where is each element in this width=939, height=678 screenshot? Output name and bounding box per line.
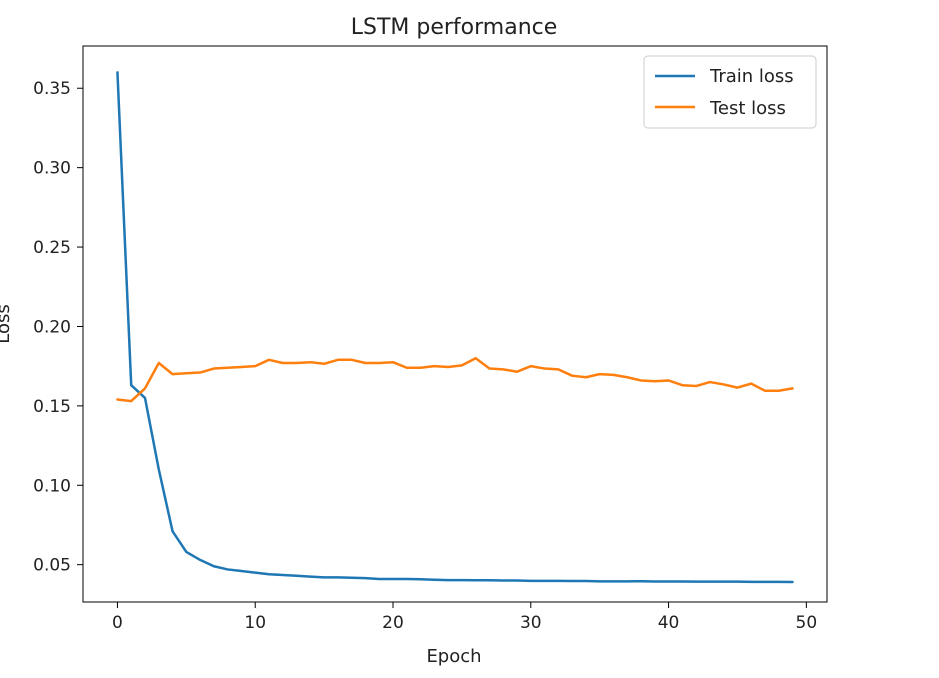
- series-line-train-loss: [116, 71, 794, 584]
- y-axis: 0.05 0.10 0.15 0.20 0.25 0.30 0.35: [33, 79, 83, 576]
- x-axis-title: Epoch: [426, 646, 481, 667]
- series-layer: [116, 71, 794, 584]
- x-tick-label-10: 10: [244, 613, 266, 633]
- series-line-test-loss: [116, 356, 794, 403]
- x-tick-label-20: 20: [382, 613, 404, 633]
- y-tick-label-0.05: 0.05: [33, 556, 71, 576]
- plot-area: [82, 45, 828, 603]
- y-tick-label-0.20: 0.20: [33, 317, 71, 337]
- x-tick-label-50: 50: [796, 613, 818, 633]
- y-tick-label-0.15: 0.15: [33, 397, 71, 417]
- legend: Train loss Test loss: [643, 55, 817, 129]
- x-axis: 0 10 20 30 40 50: [112, 602, 817, 633]
- x-tick-label-0: 0: [112, 613, 123, 633]
- legend-box: [643, 55, 817, 129]
- legend-label-test-loss: Test loss: [709, 98, 786, 119]
- y-tick-label-0.10: 0.10: [33, 476, 71, 496]
- y-tick-label-0.25: 0.25: [33, 238, 71, 258]
- chart-title: LSTM performance: [351, 15, 558, 40]
- legend-label-train-loss: Train loss: [709, 66, 794, 87]
- plot-frame: [82, 45, 828, 603]
- y-axis-title: Loss: [0, 304, 14, 343]
- x-tick-label-40: 40: [658, 613, 680, 633]
- y-tick-label-0.35: 0.35: [33, 79, 71, 99]
- y-tick-label-0.30: 0.30: [33, 159, 71, 179]
- x-tick-label-30: 30: [520, 613, 542, 633]
